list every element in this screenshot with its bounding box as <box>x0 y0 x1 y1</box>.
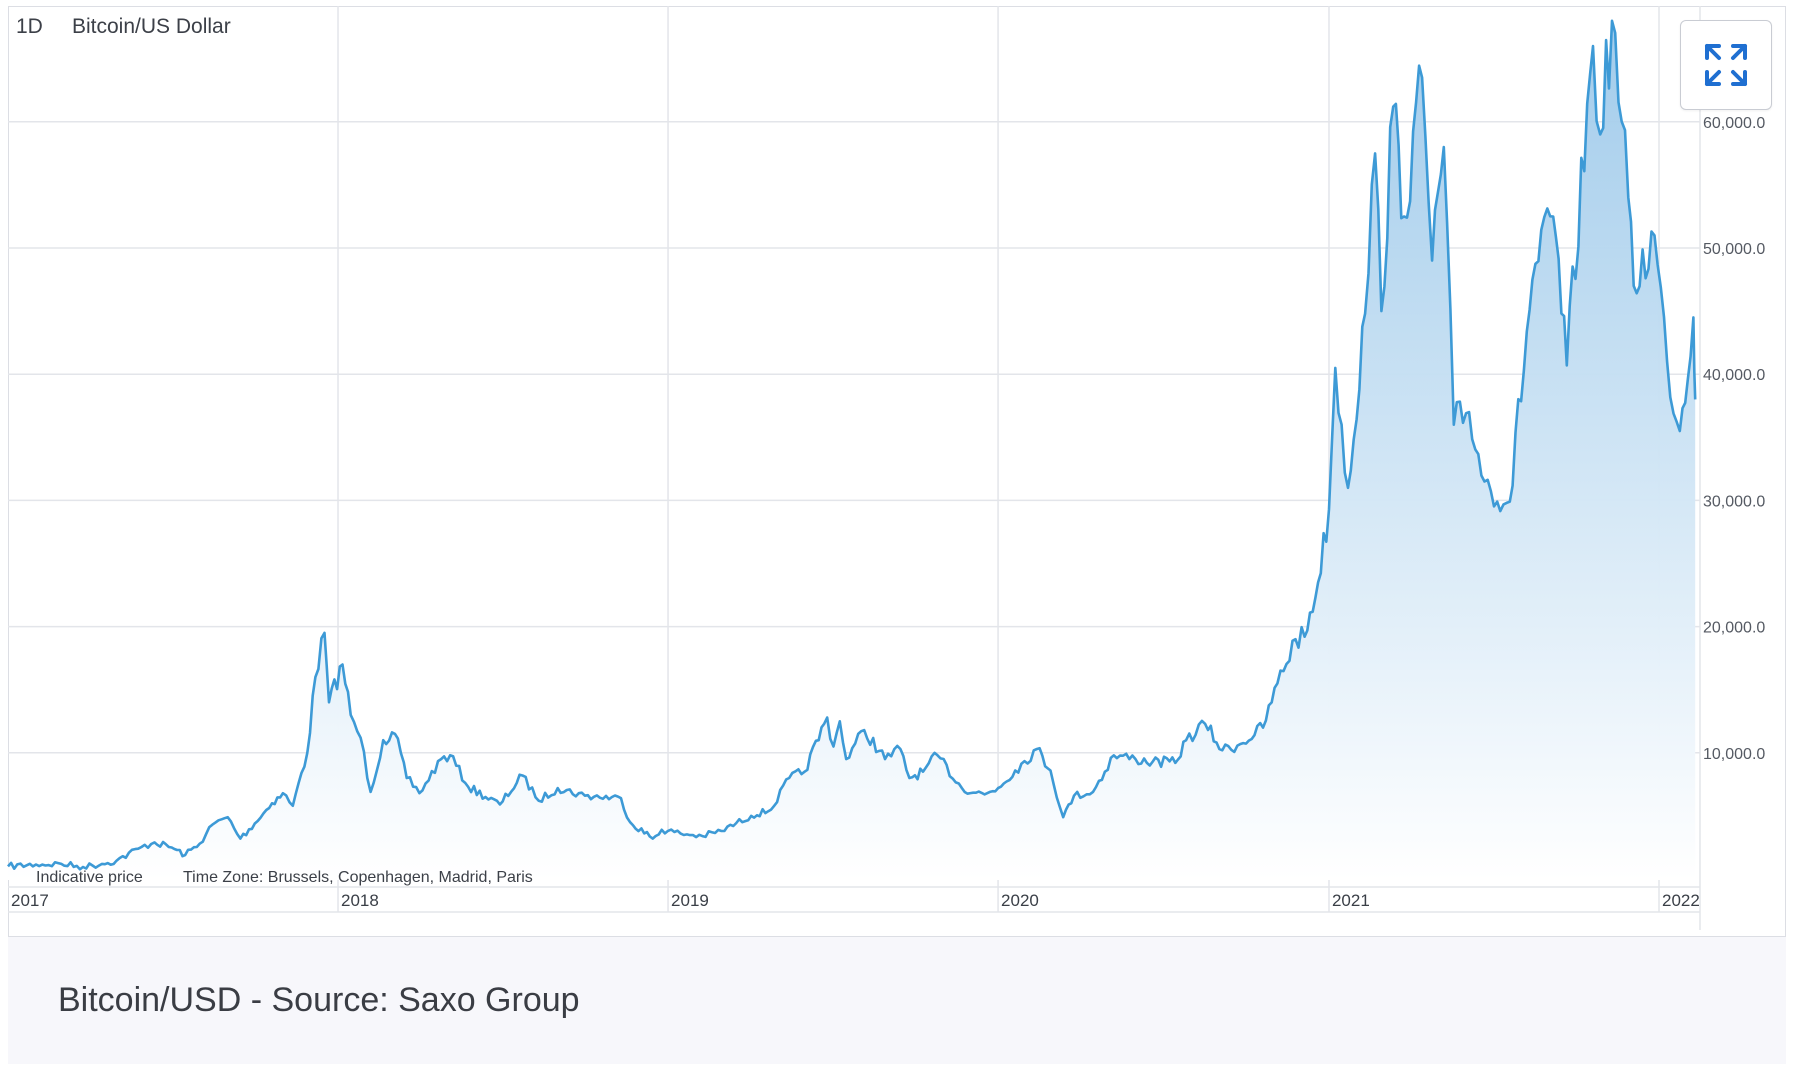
price-chart: 10,000.0 20,000.0 30,000.0 40,000.0 50,000.0… <box>7 6 1765 930</box>
y-tick-label: 40,000.0 <box>1703 367 1765 384</box>
expand-button[interactable] <box>1680 20 1772 110</box>
interval-label: 1D <box>16 15 43 38</box>
caption-text: Bitcoin/USD - Source: Saxo Group <box>58 981 580 1019</box>
x-axis: 2017 2018 2019 2020 2021 2022 <box>11 891 1700 910</box>
y-tick-label: 20,000.0 <box>1703 620 1765 637</box>
y-tick-label: 50,000.0 <box>1703 241 1765 258</box>
y-axis: 10,000.0 20,000.0 30,000.0 40,000.0 50,000.0… <box>1703 115 1765 763</box>
caption-bar: Bitcoin/USD - Source: Saxo Group <box>8 936 1786 1064</box>
instrument-title: Bitcoin/US Dollar <box>72 15 231 38</box>
price-area <box>8 20 1696 881</box>
timezone-note: Time Zone: Brussels, Copenhagen, Madrid,… <box>183 869 533 886</box>
expand-arrows-icon <box>1705 44 1747 86</box>
x-tick-label: 2019 <box>671 891 709 910</box>
x-tick-label: 2021 <box>1332 891 1370 910</box>
x-tick-label: 2017 <box>11 891 49 910</box>
y-tick-label: 10,000.0 <box>1703 746 1765 763</box>
y-tick-label: 60,000.0 <box>1703 115 1765 132</box>
y-tick-label: 30,000.0 <box>1703 493 1765 510</box>
x-tick-label: 2020 <box>1001 891 1039 910</box>
x-tick-label: 2018 <box>341 891 379 910</box>
indicative-price-note: Indicative price <box>36 869 143 886</box>
x-tick-label: 2022 <box>1662 891 1700 910</box>
price-line <box>7 19 1697 871</box>
